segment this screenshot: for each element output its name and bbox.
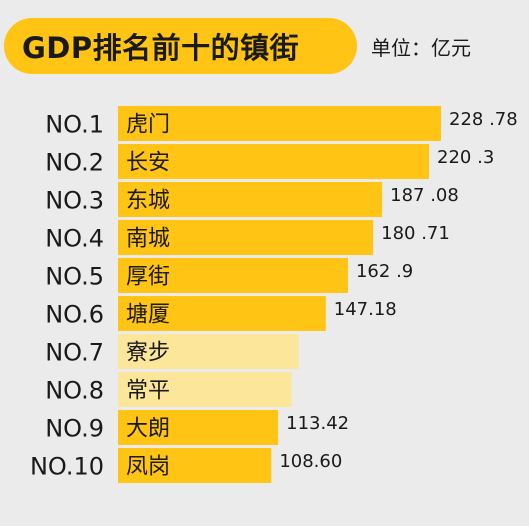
- rank-label: NO.8: [45, 377, 104, 405]
- category-label: 南城: [126, 227, 170, 252]
- category-label: 常平: [126, 379, 170, 404]
- rank-label: NO.10: [30, 453, 104, 481]
- rank-label: NO.7: [45, 339, 104, 367]
- value-label: 220 .3: [437, 147, 494, 168]
- value-label: 162 .9: [356, 261, 413, 282]
- rank-label: NO.5: [45, 263, 104, 291]
- value-label: 180 .71: [381, 223, 450, 244]
- rank-label: NO.9: [45, 415, 104, 443]
- bar-8: [118, 372, 292, 407]
- bar-10: [118, 448, 272, 483]
- bar-1: [118, 106, 441, 141]
- rank-label: NO.6: [45, 301, 104, 329]
- category-label: 凤岗: [126, 455, 170, 480]
- category-label: 寮步: [126, 341, 170, 366]
- value-label: 228 .78: [449, 109, 518, 130]
- value-label: 147.18: [334, 299, 397, 320]
- bar-4: [118, 220, 374, 255]
- category-label: 虎门: [126, 113, 170, 138]
- category-label: 东城: [126, 189, 170, 214]
- unit-label: 单位：亿元: [371, 36, 471, 60]
- category-label: 塘厦: [126, 303, 170, 328]
- value-label: 113.42: [286, 413, 349, 434]
- rank-label: NO.2: [45, 149, 104, 177]
- rank-label: NO.4: [45, 225, 104, 253]
- chart-title: GDP排名前十的镇街: [22, 31, 300, 65]
- bar-3: [118, 182, 383, 217]
- bar-6: [118, 296, 326, 331]
- value-label: 108.60: [279, 451, 342, 472]
- rank-label: NO.1: [45, 111, 104, 139]
- bar-9: [118, 410, 279, 445]
- bar-2: [118, 144, 429, 179]
- rank-label: NO.3: [45, 187, 104, 215]
- bar-5: [118, 258, 348, 293]
- chart-title-banner: GDP排名前十的镇街: [4, 18, 357, 74]
- category-label: 大朗: [126, 417, 170, 442]
- value-label: 187 .08: [390, 185, 459, 206]
- category-label: 长安: [126, 151, 170, 176]
- category-label: 厚街: [126, 265, 170, 290]
- bar-7: [118, 334, 299, 369]
